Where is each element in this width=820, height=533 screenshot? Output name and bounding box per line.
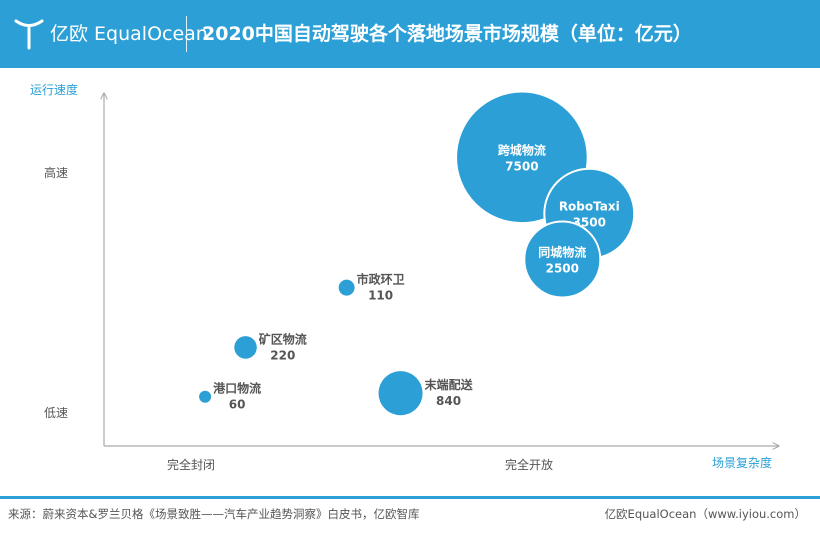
bubble-4 <box>338 279 355 296</box>
y-axis-label: 运行速度 <box>30 82 78 97</box>
bubble-label-3: 同城物流 <box>538 244 586 259</box>
logo-text: 亿欧 EqualOcean <box>50 23 208 45</box>
bubble-label-6: 港口物流 <box>213 381 261 396</box>
page-title: 2020中国自动驾驶各个落地场景市场规模（单位：亿元） <box>202 23 692 45</box>
header-banner: 亿欧 EqualOcean 2020中国自动驾驶各个落地场景市场规模（单位：亿元… <box>0 0 820 68</box>
bubble-3 <box>523 220 602 299</box>
bubble-label-7: 末端配送 <box>425 377 474 392</box>
bubble-7 <box>378 371 423 416</box>
bubble-6 <box>199 390 212 403</box>
bubble-value-3: 2500 <box>546 261 579 275</box>
bubble-chart: 运行速度 场景复杂度 高速 低速 完全封闭 完全开放 跨城物流 7500 RoboT… <box>30 82 820 472</box>
bubble-value-4: 110 <box>368 289 393 303</box>
bubble-layer: 跨城物流7500RoboTaxi3500同城物流2500市政环卫110矿区物流2… <box>199 90 636 416</box>
footer-divider <box>0 496 820 499</box>
bubble-label-2: RoboTaxi <box>559 200 620 214</box>
header-divider <box>186 16 187 52</box>
bubble-label-5: 矿区物流 <box>259 331 307 346</box>
x-tick-label-closed: 完全封闭 <box>167 457 215 472</box>
bubble-value-5: 220 <box>270 348 295 362</box>
bubble-5 <box>234 336 257 359</box>
bubble-label-1: 跨城物流 <box>498 142 546 157</box>
x-axis-label: 场景复杂度 <box>712 455 772 470</box>
y-tick-label-high: 高速 <box>44 165 68 180</box>
footer-source: 来源：蔚来资本&罗兰贝格《场景致胜——汽车产业趋势洞察》白皮书，亿欧智库 <box>8 507 420 521</box>
footer-brand: 亿欧EqualOcean（www.iyiou.com） <box>604 507 806 521</box>
equalocean-logo-icon <box>14 19 44 50</box>
y-tick-label-low: 低速 <box>44 406 68 420</box>
bubble-value-7: 840 <box>436 394 461 408</box>
bubble-value-6: 60 <box>229 398 246 412</box>
bubble-value-1: 7500 <box>505 159 538 173</box>
bubble-label-4: 市政环卫 <box>357 272 405 287</box>
x-tick-label-open: 完全开放 <box>505 457 553 472</box>
